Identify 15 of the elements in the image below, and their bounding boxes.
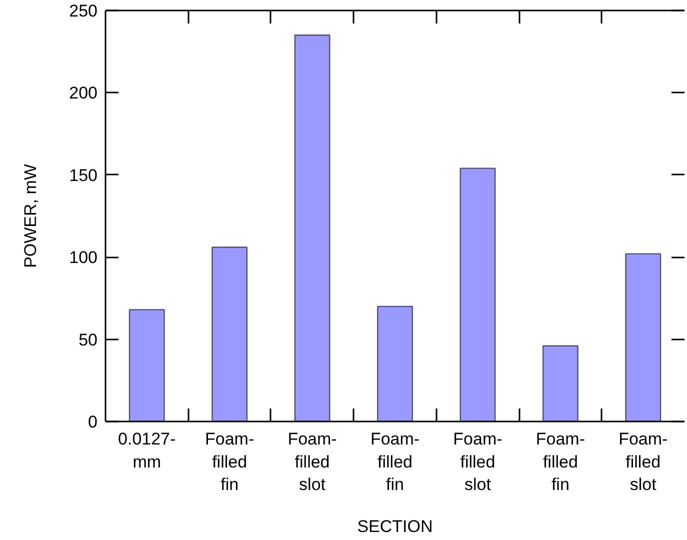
y-tick-label: 100 <box>69 248 98 268</box>
y-tick-label: 0 <box>88 412 98 432</box>
y-tick-label: 250 <box>69 2 98 20</box>
y-tick-label: 150 <box>69 166 98 185</box>
y-tick-label: 50 <box>78 330 98 350</box>
x-tick-label: Foam-filled slot <box>618 430 668 494</box>
y-axis-title: POWER, mW <box>21 164 40 268</box>
x-axis-title: SECTION <box>357 517 433 536</box>
x-tick-label: Foam-filled fin <box>370 430 420 494</box>
x-tick-label: Foam-filled slot <box>453 430 502 494</box>
x-tick-label: Foam-filled fin <box>536 430 585 494</box>
x-tick-label: Foam-filled fin <box>205 430 254 494</box>
x-tick-label: Foam-filled slot <box>288 430 337 494</box>
x-tick-label: 0.0127-mm <box>118 430 176 472</box>
y-tick-label: 200 <box>69 84 98 103</box>
